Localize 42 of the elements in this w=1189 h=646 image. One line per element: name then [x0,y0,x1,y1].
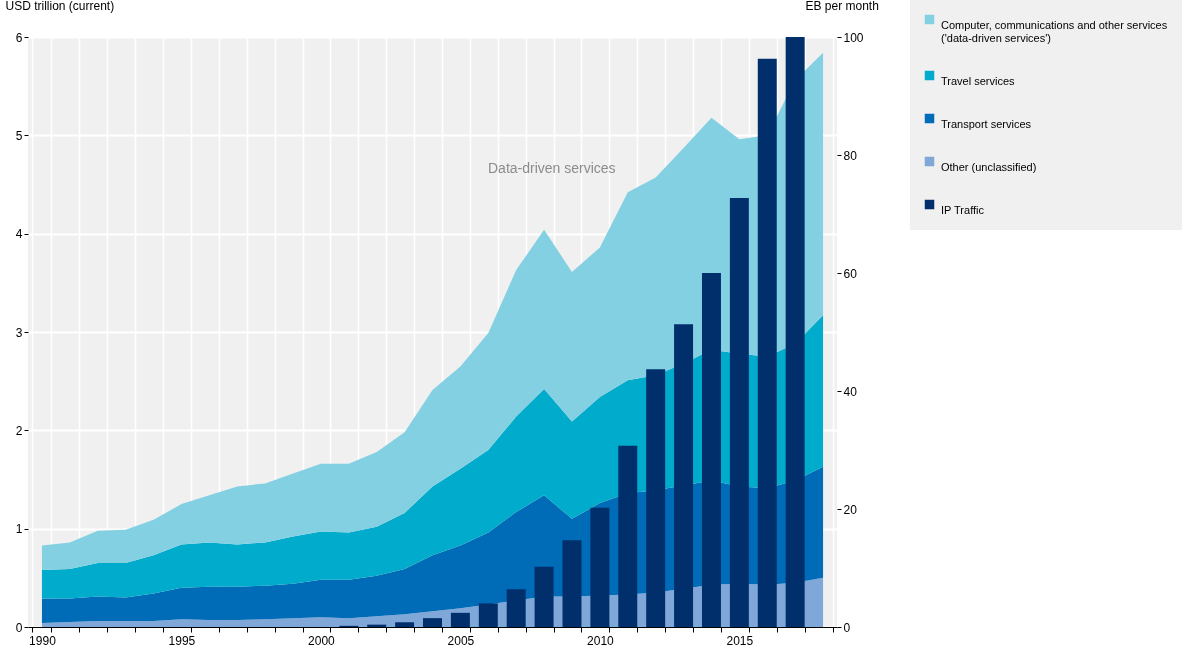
bar [478,603,498,627]
bar [646,369,666,627]
annotation: Data-driven services [488,160,616,176]
bar [785,37,805,627]
bar [674,324,694,627]
y-tick-label: 1 [15,522,23,537]
y-axis-title: USD trillion (current) [5,0,115,13]
bar [506,589,526,627]
x-tick-label: 2010 [587,633,615,646]
y2-axis-title: EB per month [805,0,879,13]
y-tick-label: 5 [15,128,23,143]
y-tick-label: 0 [15,620,23,635]
legend-label: IP Traffic [941,203,985,216]
y2-tick-label: 20 [843,502,858,517]
bar [590,507,610,627]
y-tick-label: 4 [15,227,23,242]
bar [701,273,721,627]
bar [534,566,554,627]
bar [450,612,470,627]
y2-tick-label: 40 [843,384,858,399]
bar [757,58,777,627]
bar [618,445,638,627]
legend-label: Other (unclassified) [941,160,1037,173]
y2-tick-label: 80 [843,148,858,163]
y2-tick-label: 60 [843,266,858,281]
bar [562,540,582,627]
x-tick-label: 1995 [168,633,196,646]
legend-label: Travel services [941,74,1016,87]
y2-tick-label: 100 [843,30,864,45]
bar [423,618,442,627]
x-tick-label: 1990 [29,633,57,646]
y-tick-label: 6 [15,30,23,45]
y-tick-label: 3 [15,325,23,340]
legend-label: Transport services [941,117,1032,130]
x-tick-label: 2005 [447,633,475,646]
bar [395,622,415,627]
x-tick-label: 2015 [726,633,754,646]
y2-tick-label: 0 [843,620,851,635]
y-tick-label: 2 [15,423,23,438]
legend-label: Computer, communications and other services ('data-driven services') [941,18,1168,44]
x-tick-label: 2000 [308,633,336,646]
bar [729,198,749,627]
